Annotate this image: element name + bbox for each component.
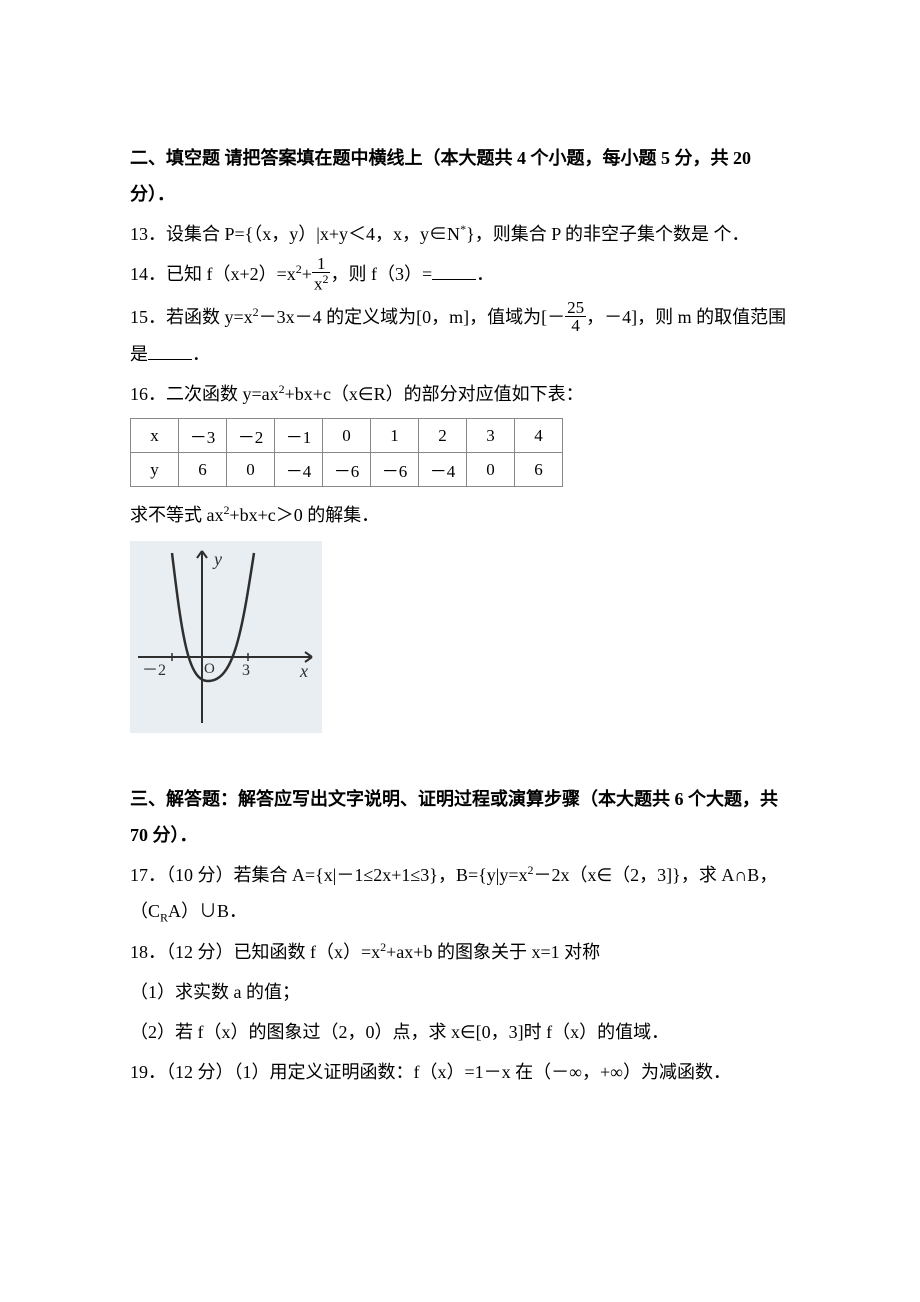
- table-cell: －4: [419, 453, 467, 487]
- p16-d: +bx+c＞0 的解集．: [230, 505, 380, 525]
- table-cell: －6: [323, 453, 371, 487]
- p16-b: +bx+c（x∈R）的部分对应值如下表：: [285, 384, 584, 404]
- table-cell: 6: [179, 453, 227, 487]
- problem-16-intro: 16．二次函数 y=ax2+bx+c（x∈R）的部分对应值如下表：: [130, 376, 790, 412]
- p14-c: ，则 f（3）=: [330, 264, 432, 284]
- p17-a: 17．（10 分）若集合 A={x|－1≤2x+1≤3}，B={y|y=x: [130, 865, 528, 885]
- table-cell: －6: [371, 453, 419, 487]
- p14-frac-den: x2: [312, 272, 331, 293]
- p14-blank: [432, 262, 476, 280]
- p14-b: +: [302, 264, 312, 284]
- p18-a: 18．（12 分）已知函数 f（x）=x: [130, 942, 380, 962]
- table-cell: －2: [227, 419, 275, 453]
- table-cell: 4: [515, 419, 563, 453]
- p13-a: 13．设集合 P={（x，y）|x+y＜4，x，y∈N: [130, 224, 460, 244]
- table-cell: 1: [371, 419, 419, 453]
- p16-table: x －3 －2 －1 0 1 2 3 4 y 6 0 －4 －6 －6 －4 0…: [130, 418, 563, 487]
- table-row: x －3 －2 －1 0 1 2 3 4: [131, 419, 563, 453]
- problem-18-line3: （2）若 f（x）的图象过（2，0）点，求 x∈[0，3]时 f（x）的值域．: [130, 1014, 790, 1050]
- p15-a: 15．若函数 y=x: [130, 307, 253, 327]
- svg-text:3: 3: [242, 662, 250, 679]
- problem-18-line2: （1）求实数 a 的值；: [130, 974, 790, 1010]
- p17-sub: R: [160, 911, 168, 925]
- section-3-heading-text: 三、解答题：解答应写出文字说明、证明过程或演算步骤（本大题共 6 个大题，共 7…: [130, 789, 778, 845]
- table-cell: 2: [419, 419, 467, 453]
- p16-c: 求不等式 ax: [130, 505, 224, 525]
- table-cell: 6: [515, 453, 563, 487]
- svg-text:y: y: [212, 549, 222, 569]
- p14-fraction: 1x2: [312, 255, 331, 293]
- p17-c: A）∪B．: [168, 901, 247, 921]
- p15-frac-num: 25: [565, 299, 586, 316]
- table-cell: x: [131, 419, 179, 453]
- problem-19: 19．（12 分）（1）用定义证明函数：f（x）=1－x 在（－∞，+∞）为减函…: [130, 1054, 790, 1090]
- parabola-svg-icon: y x －2 O 3: [130, 541, 322, 733]
- table-cell: 0: [227, 453, 275, 487]
- table-cell: 0: [323, 419, 371, 453]
- p13-c: 个．: [714, 224, 750, 244]
- p15-frac-den: 4: [565, 316, 586, 334]
- p16-a: 16．二次函数 y=ax: [130, 384, 279, 404]
- section-2-heading: 二、填空题 请把答案填在题中横线上（本大题共 4 个小题，每小题 5 分，共 2…: [130, 140, 790, 212]
- p13-b: }，则集合 P 的非空子集个数是: [466, 224, 709, 244]
- problem-13: 13．设集合 P={（x，y）|x+y＜4，x，y∈N*}，则集合 P 的非空子…: [130, 216, 790, 252]
- problem-14: 14．已知 f（x+2）=x2+1x2，则 f（3）=．: [130, 256, 790, 295]
- table-row: y 6 0 －4 －6 －6 －4 0 6: [131, 453, 563, 487]
- parabola-graph: y x －2 O 3: [130, 541, 322, 733]
- section-2-heading-text: 二、填空题 请把答案填在题中横线上（本大题共 4 个小题，每小题 5 分，共 2…: [130, 148, 751, 204]
- p14-a: 14．已知 f（x+2）=x: [130, 264, 296, 284]
- p14-frac-num: 1: [312, 255, 331, 272]
- table-cell: －3: [179, 419, 227, 453]
- problem-17: 17．（10 分）若集合 A={x|－1≤2x+1≤3}，B={y|y=x2－2…: [130, 857, 790, 930]
- p18-l2: （1）求实数 a 的值；: [130, 982, 300, 1002]
- table-cell: 0: [467, 453, 515, 487]
- table-cell: －1: [275, 419, 323, 453]
- table-cell: 3: [467, 419, 515, 453]
- p15-b: －3x－4 的定义域为[0，m]，值域为[－: [259, 307, 565, 327]
- problem-15: 15．若函数 y=x2－3x－4 的定义域为[0，m]，值域为[－254，－4]…: [130, 299, 790, 372]
- p15-blank: [148, 342, 192, 360]
- svg-text:O: O: [204, 661, 215, 677]
- section-3-heading: 三、解答题：解答应写出文字说明、证明过程或演算步骤（本大题共 6 个大题，共 7…: [130, 781, 790, 853]
- problem-18-line1: 18．（12 分）已知函数 f（x）=x2+ax+b 的图象关于 x=1 对称: [130, 934, 790, 970]
- p15-d: ．: [192, 344, 210, 364]
- svg-text:－2: －2: [142, 662, 166, 679]
- svg-text:x: x: [299, 661, 308, 681]
- problem-16-question: 求不等式 ax2+bx+c＞0 的解集．: [130, 497, 790, 533]
- p19-a: 19．（12 分）（1）用定义证明函数：f（x）=1－x 在（－∞，+∞）为减函…: [130, 1062, 731, 1082]
- p18-l3: （2）若 f（x）的图象过（2，0）点，求 x∈[0，3]时 f（x）的值域．: [130, 1022, 669, 1042]
- p15-fraction: 254: [565, 299, 586, 334]
- p18-b: +ax+b 的图象关于 x=1 对称: [386, 942, 600, 962]
- table-cell: y: [131, 453, 179, 487]
- p14-d: ．: [476, 264, 494, 284]
- table-cell: －4: [275, 453, 323, 487]
